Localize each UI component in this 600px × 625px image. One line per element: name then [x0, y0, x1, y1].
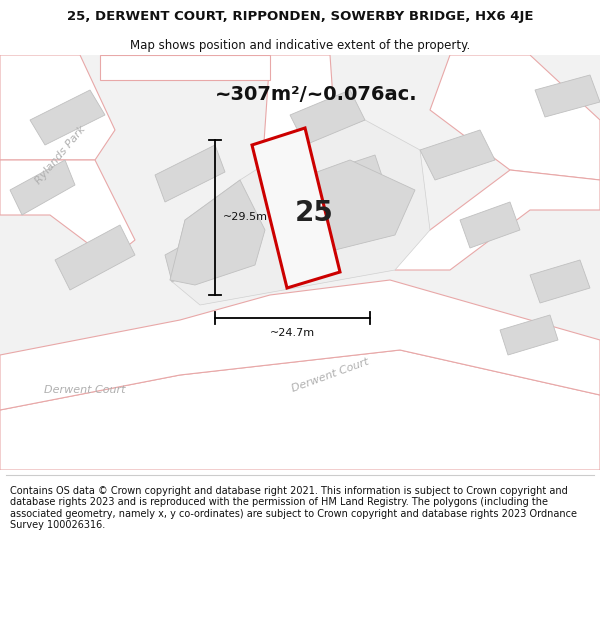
Polygon shape: [170, 120, 430, 305]
Polygon shape: [260, 55, 340, 240]
Text: ~307m²/~0.076ac.: ~307m²/~0.076ac.: [215, 86, 418, 104]
Text: 25, DERWENT COURT, RIPPONDEN, SOWERBY BRIDGE, HX6 4JE: 25, DERWENT COURT, RIPPONDEN, SOWERBY BR…: [67, 10, 533, 23]
Polygon shape: [0, 55, 115, 160]
Polygon shape: [385, 170, 600, 270]
Polygon shape: [0, 350, 600, 470]
Polygon shape: [535, 75, 600, 117]
Polygon shape: [430, 55, 600, 180]
Text: Derwent Court: Derwent Court: [290, 356, 370, 394]
Polygon shape: [155, 145, 225, 202]
Polygon shape: [165, 225, 230, 282]
Text: ~29.5m: ~29.5m: [223, 213, 268, 222]
Polygon shape: [0, 160, 135, 260]
Text: ~24.7m: ~24.7m: [270, 328, 315, 338]
Polygon shape: [280, 160, 415, 255]
Polygon shape: [460, 202, 520, 248]
Text: 25: 25: [295, 199, 334, 228]
Polygon shape: [0, 280, 600, 410]
Polygon shape: [30, 90, 105, 145]
Polygon shape: [10, 160, 75, 215]
Text: Contains OS data © Crown copyright and database right 2021. This information is : Contains OS data © Crown copyright and d…: [10, 486, 577, 530]
Polygon shape: [315, 155, 385, 205]
Text: Rylands Park: Rylands Park: [33, 124, 87, 186]
Polygon shape: [252, 128, 340, 288]
Polygon shape: [290, 90, 365, 145]
Text: Derwent Court: Derwent Court: [44, 385, 126, 395]
Polygon shape: [420, 130, 495, 180]
Polygon shape: [55, 225, 135, 290]
Polygon shape: [100, 55, 270, 80]
Polygon shape: [500, 315, 558, 355]
Polygon shape: [530, 260, 590, 303]
Text: Map shows position and indicative extent of the property.: Map shows position and indicative extent…: [130, 39, 470, 51]
Polygon shape: [170, 180, 265, 285]
